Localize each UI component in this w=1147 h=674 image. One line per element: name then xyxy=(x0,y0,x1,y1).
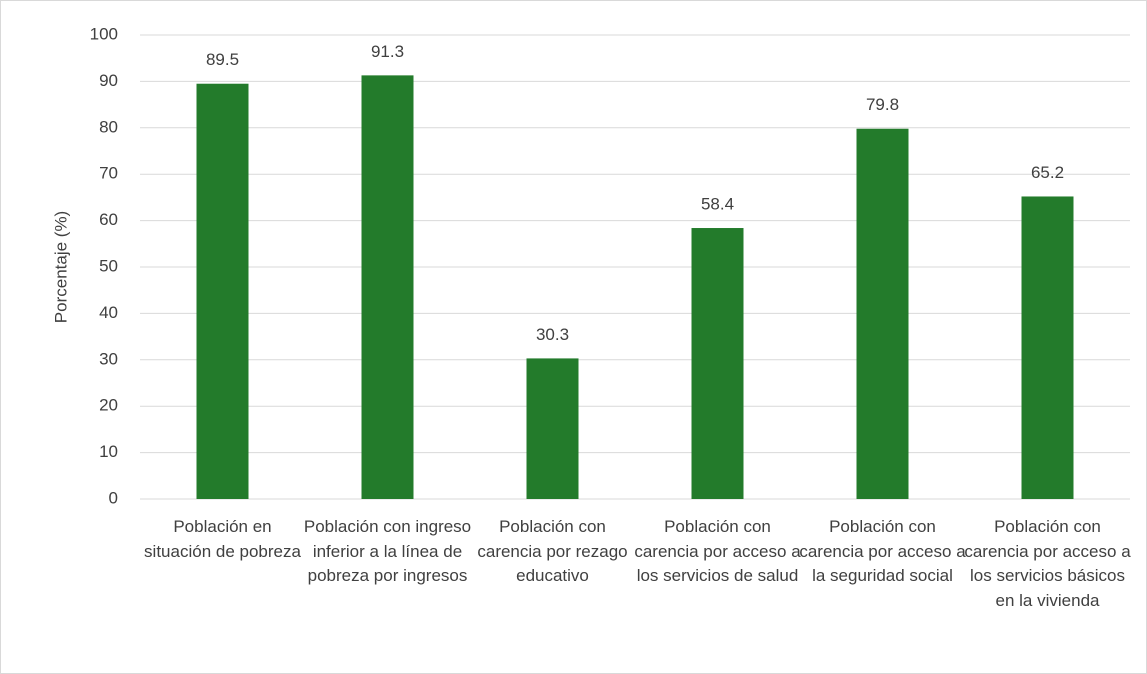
bar xyxy=(1021,196,1074,500)
y-tick-label: 70 xyxy=(99,164,118,183)
y-tick-label: 20 xyxy=(99,396,118,415)
y-tick-label: 30 xyxy=(99,349,118,368)
y-axis-label: Porcentaje (%) xyxy=(51,211,70,323)
bar xyxy=(361,75,414,500)
data-label: 58.4 xyxy=(701,195,734,214)
data-label: 91.3 xyxy=(371,42,404,61)
y-tick-label: 60 xyxy=(99,210,118,229)
data-label: 89.5 xyxy=(206,50,239,69)
x-tick-label: Población en situación de pobreza xyxy=(144,517,301,561)
y-tick-label: 90 xyxy=(99,71,118,90)
x-tick-label: Población con carencia por acceso a los … xyxy=(964,517,1131,610)
data-label: 65.2 xyxy=(1031,163,1064,182)
y-tick-label: 50 xyxy=(99,256,118,275)
bar xyxy=(526,358,579,499)
y-tick-label: 40 xyxy=(99,303,118,322)
y-tick-label: 80 xyxy=(99,117,118,136)
y-tick-label: 100 xyxy=(90,24,118,43)
y-tick-label: 10 xyxy=(99,442,118,461)
bar xyxy=(691,228,744,500)
y-tick-label: 0 xyxy=(109,488,118,507)
x-tick-label: Población con carencia por rezago educat… xyxy=(477,517,628,585)
data-label: 30.3 xyxy=(536,325,569,344)
x-tick-label: Población con ingreso inferior a la líne… xyxy=(303,517,472,585)
data-label: 79.8 xyxy=(866,95,899,114)
bar xyxy=(196,83,249,499)
x-tick-label: Población con carencia por acceso a los … xyxy=(634,517,801,585)
bar xyxy=(856,128,909,499)
x-tick-label: Población con carencia por acceso a la s… xyxy=(799,517,966,585)
